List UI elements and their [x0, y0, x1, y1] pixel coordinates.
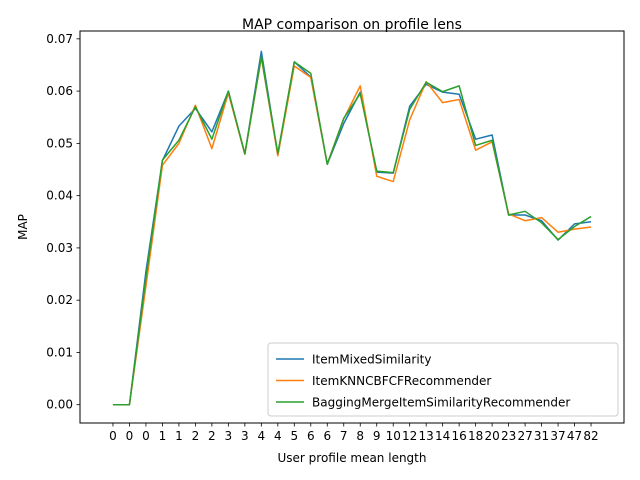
x-tick-label: 47 [567, 429, 582, 443]
x-tick-label: 27 [517, 429, 532, 443]
x-tick-label: 8 [356, 429, 364, 443]
series-line-2 [112, 55, 592, 406]
x-tick-label: 0 [109, 429, 117, 443]
x-tick-label: 18 [468, 429, 483, 443]
x-tick-label: 10 [386, 429, 401, 443]
axes-frame [79, 30, 625, 424]
y-tick-label: 0.05 [46, 136, 73, 150]
y-tick-label: 0.02 [46, 293, 73, 307]
chart-title: MAP comparison on profile lens [242, 17, 462, 33]
x-tick-label: 3 [241, 429, 249, 443]
y-axis-label: MAP [16, 214, 30, 240]
plot-area [112, 50, 592, 406]
x-tick-label: 6 [307, 429, 315, 443]
y-tick-label: 0.00 [46, 398, 73, 412]
x-tick-label: 0 [142, 429, 150, 443]
x-tick-label: 6 [323, 429, 331, 443]
x-tick-label: 0 [126, 429, 134, 443]
y-tick-label: 0.07 [46, 32, 73, 46]
x-tick-label: 37 [550, 429, 565, 443]
x-tick-label: 2 [192, 429, 200, 443]
x-tick-label: 31 [534, 429, 549, 443]
legend-box [267, 342, 619, 417]
x-tick-label: 16 [452, 429, 467, 443]
x-tick-label: 1 [159, 429, 167, 443]
y-axis: 0.00 0.01 0.02 0.03 0.04 0.05 0.06 0.07 [46, 32, 80, 412]
x-tick-label: 4 [258, 429, 266, 443]
x-tick-label: 13 [419, 429, 434, 443]
legend-entry: ItemKNNCBFCFRecommender [312, 374, 491, 388]
x-tick-label: 82 [583, 429, 598, 443]
legend-entry: BaggingMergeItemSimilarityRecommender [312, 396, 570, 410]
x-axis: 0 0 0 1 1 2 2 3 3 4 4 5 6 6 7 8 9 10 12 13 14 16 18 20 23 27 31 37 4… [109, 423, 599, 443]
x-tick-label: 3 [225, 429, 233, 443]
x-tick-label: 23 [501, 429, 516, 443]
x-tick-label: 5 [290, 429, 298, 443]
x-tick-label: 9 [373, 429, 381, 443]
legend-entry: ItemMixedSimilarity [312, 353, 431, 367]
y-tick-label: 0.04 [46, 189, 73, 203]
y-tick-label: 0.06 [46, 84, 73, 98]
x-tick-label: 20 [484, 429, 499, 443]
x-tick-label: 12 [402, 429, 417, 443]
legend: ItemMixedSimilarity ItemKNNCBFCFRecommend… [267, 342, 619, 417]
y-tick-label: 0.03 [46, 241, 73, 255]
x-tick-label: 2 [208, 429, 216, 443]
x-tick-label: 14 [435, 429, 450, 443]
x-tick-label: 1 [175, 429, 183, 443]
x-tick-label: 4 [274, 429, 282, 443]
x-tick-label: 7 [340, 429, 348, 443]
y-tick-label: 0.01 [46, 345, 73, 359]
x-axis-label: User profile mean length [278, 451, 427, 465]
